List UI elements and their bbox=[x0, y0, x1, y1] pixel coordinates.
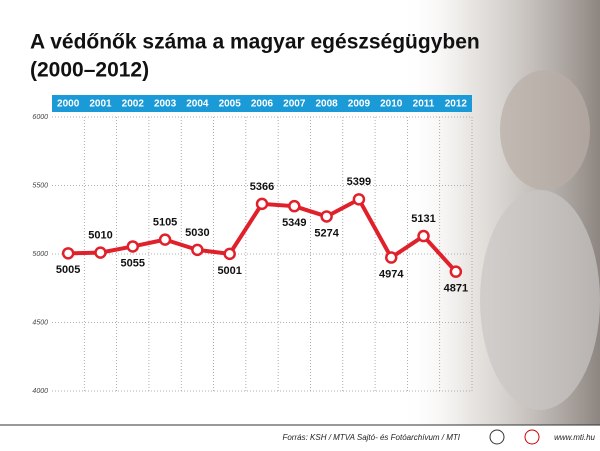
point bbox=[158, 233, 172, 246]
x-tick-label: 2010 bbox=[380, 99, 403, 110]
x-tick-label: 2004 bbox=[186, 99, 209, 110]
y-tick-label: 4000 bbox=[32, 388, 48, 395]
logo bbox=[524, 429, 540, 445]
y-tick-label: 4500 bbox=[32, 319, 48, 326]
x-tick-label: 2006 bbox=[251, 99, 274, 110]
x-tick-label: 2011 bbox=[413, 99, 435, 110]
x-tick-label: 2012 bbox=[445, 99, 468, 110]
data-label: 5131 bbox=[411, 213, 435, 225]
point bbox=[352, 193, 366, 206]
point bbox=[320, 210, 333, 223]
point bbox=[94, 246, 107, 259]
x-tick-label: 2005 bbox=[219, 99, 242, 110]
x-tick-label: 2009 bbox=[348, 99, 371, 110]
x-tick-label: 2000 bbox=[57, 99, 80, 110]
website: www.mti.hu bbox=[554, 433, 595, 442]
chart-subtitle: (2000–2012) bbox=[30, 59, 149, 82]
source: Forrás: KSH / MTVA Sajtó- és Fotóarchívu… bbox=[282, 433, 460, 442]
y-tick-label: 5000 bbox=[32, 251, 48, 258]
data-label: 5055 bbox=[121, 257, 145, 269]
data-label: 5030 bbox=[185, 227, 209, 239]
x-tick-label: 2007 bbox=[283, 99, 306, 110]
data-label: 5105 bbox=[153, 217, 177, 229]
data-label: 4974 bbox=[379, 268, 404, 280]
point bbox=[191, 243, 204, 257]
data-label: 4871 bbox=[444, 283, 468, 295]
point bbox=[126, 240, 140, 253]
point bbox=[384, 251, 398, 264]
photo-figure bbox=[480, 190, 600, 410]
x-tick-label: 2008 bbox=[315, 99, 338, 110]
point bbox=[223, 247, 236, 261]
data-label: 5005 bbox=[56, 264, 80, 276]
data-label: 5399 bbox=[347, 176, 371, 188]
data-label: 5349 bbox=[282, 217, 306, 229]
chart-title: A védőnők száma a magyar egészségügyben bbox=[30, 31, 480, 54]
x-tick-label: 2003 bbox=[154, 99, 177, 110]
data-label: 5366 bbox=[250, 181, 274, 193]
point bbox=[449, 265, 463, 278]
data-label: 5010 bbox=[88, 230, 112, 242]
point bbox=[255, 197, 269, 211]
header-bar bbox=[52, 95, 472, 112]
point bbox=[417, 229, 430, 243]
data-label: 5001 bbox=[217, 265, 241, 277]
point bbox=[61, 247, 75, 260]
x-tick-label: 2001 bbox=[89, 99, 112, 110]
data-label: 5274 bbox=[314, 227, 339, 239]
x-tick-label: 2002 bbox=[122, 99, 145, 110]
y-tick-label: 6000 bbox=[32, 114, 48, 121]
point bbox=[288, 199, 301, 213]
photo-figure bbox=[500, 70, 590, 190]
y-tick-label: 5500 bbox=[32, 182, 48, 189]
logo bbox=[489, 429, 505, 445]
